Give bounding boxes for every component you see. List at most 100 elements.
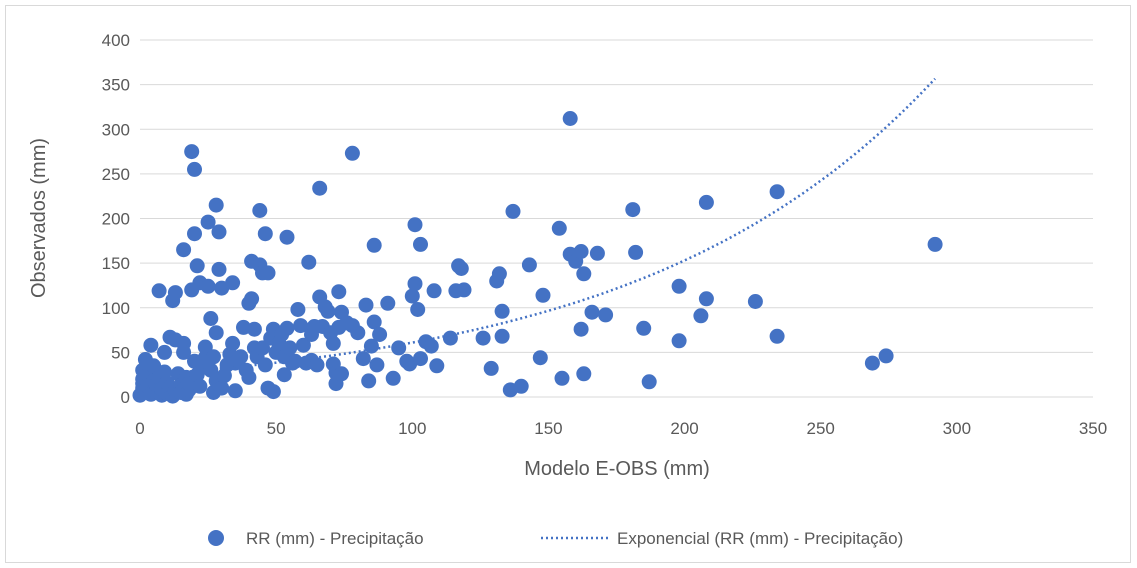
data-point bbox=[769, 184, 785, 200]
data-point bbox=[151, 283, 167, 299]
data-point bbox=[252, 203, 268, 218]
data-point bbox=[491, 266, 507, 282]
data-point bbox=[208, 325, 224, 341]
data-point bbox=[573, 244, 589, 259]
data-point bbox=[293, 318, 309, 334]
data-point bbox=[176, 242, 192, 258]
data-point bbox=[410, 302, 426, 317]
data-point bbox=[197, 339, 213, 355]
data-point bbox=[225, 335, 241, 351]
data-point bbox=[391, 340, 407, 356]
x-tick-label: 300 bbox=[943, 419, 971, 438]
data-point bbox=[265, 384, 281, 400]
trendline-group bbox=[139, 77, 937, 377]
data-point bbox=[513, 378, 529, 394]
data-point bbox=[483, 360, 499, 376]
data-point bbox=[279, 320, 295, 336]
data-point bbox=[290, 302, 306, 317]
data-point bbox=[747, 294, 763, 309]
data-point bbox=[320, 303, 336, 319]
data-point bbox=[535, 287, 551, 303]
x-tick-label: 50 bbox=[267, 419, 286, 438]
data-point bbox=[698, 194, 714, 210]
data-point bbox=[573, 321, 589, 337]
data-point bbox=[429, 358, 445, 374]
x-axis-title: Modelo E-OBS (mm) bbox=[524, 458, 710, 480]
data-point bbox=[380, 295, 396, 311]
y-tick-label: 350 bbox=[102, 76, 130, 95]
data-point bbox=[551, 220, 567, 236]
x-tick-label: 100 bbox=[398, 419, 426, 438]
data-point bbox=[241, 369, 257, 385]
data-point bbox=[350, 325, 366, 341]
data-point bbox=[576, 266, 592, 282]
data-point bbox=[576, 366, 592, 382]
data-point bbox=[426, 283, 442, 299]
data-point bbox=[282, 340, 298, 356]
y-tick-label: 150 bbox=[102, 254, 130, 273]
legend-label-trendline: Exponencial (RR (mm) - Precipitação) bbox=[617, 529, 903, 548]
data-point bbox=[331, 284, 347, 300]
data-point bbox=[203, 311, 219, 326]
data-point bbox=[864, 355, 880, 371]
data-point bbox=[494, 328, 510, 344]
data-point bbox=[369, 357, 385, 373]
legend-label-scatter: RR (mm) - Precipitação bbox=[246, 529, 424, 548]
data-point bbox=[244, 291, 260, 307]
data-point bbox=[255, 340, 270, 356]
x-tick-labels: 0 50 100 150 200 250 300 350 bbox=[135, 419, 1107, 438]
data-point bbox=[407, 217, 423, 233]
data-point bbox=[200, 214, 216, 230]
y-tick-label: 300 bbox=[102, 120, 130, 139]
data-point bbox=[246, 321, 262, 337]
data-point bbox=[361, 373, 377, 389]
data-point bbox=[769, 328, 785, 344]
data-point bbox=[146, 358, 162, 374]
data-point bbox=[589, 245, 605, 261]
y-tick-labels: 0 50 100 150 200 250 300 350 400 bbox=[102, 31, 130, 407]
data-point bbox=[309, 357, 325, 373]
data-points bbox=[132, 111, 943, 404]
data-point bbox=[404, 288, 420, 304]
data-point bbox=[628, 244, 644, 260]
data-point bbox=[562, 111, 578, 126]
data-point bbox=[184, 144, 200, 160]
data-point bbox=[187, 161, 202, 177]
data-point bbox=[295, 337, 311, 353]
data-point bbox=[366, 237, 382, 253]
data-point bbox=[442, 330, 458, 346]
data-point bbox=[671, 333, 687, 349]
data-point bbox=[279, 229, 295, 245]
data-point bbox=[554, 370, 570, 386]
data-point bbox=[157, 344, 172, 360]
data-point bbox=[385, 370, 401, 386]
exponential-trendline bbox=[139, 77, 937, 377]
data-point bbox=[257, 226, 273, 242]
x-tick-label: 0 bbox=[135, 419, 144, 438]
y-tick-label: 250 bbox=[102, 165, 130, 184]
data-point bbox=[344, 145, 360, 161]
data-point bbox=[257, 357, 273, 373]
data-point bbox=[276, 367, 292, 383]
data-point bbox=[355, 351, 371, 367]
data-point bbox=[366, 314, 382, 330]
data-point bbox=[214, 380, 230, 396]
data-point bbox=[225, 275, 241, 291]
data-point bbox=[301, 254, 317, 270]
data-point bbox=[206, 349, 221, 365]
data-point bbox=[260, 265, 276, 281]
data-point bbox=[413, 236, 428, 252]
data-point bbox=[233, 349, 249, 365]
data-point bbox=[200, 278, 216, 294]
data-point bbox=[636, 320, 652, 336]
data-point bbox=[584, 304, 600, 320]
legend-marker-scatter bbox=[208, 530, 224, 546]
data-point bbox=[521, 257, 537, 273]
gridlines bbox=[140, 39, 1093, 398]
x-tick-label: 200 bbox=[670, 419, 698, 438]
data-point bbox=[671, 278, 687, 294]
data-point bbox=[372, 327, 388, 342]
legend: RR (mm) - Precipitação Exponencial (RR (… bbox=[208, 529, 903, 548]
data-point bbox=[312, 180, 328, 196]
data-point bbox=[189, 258, 205, 274]
